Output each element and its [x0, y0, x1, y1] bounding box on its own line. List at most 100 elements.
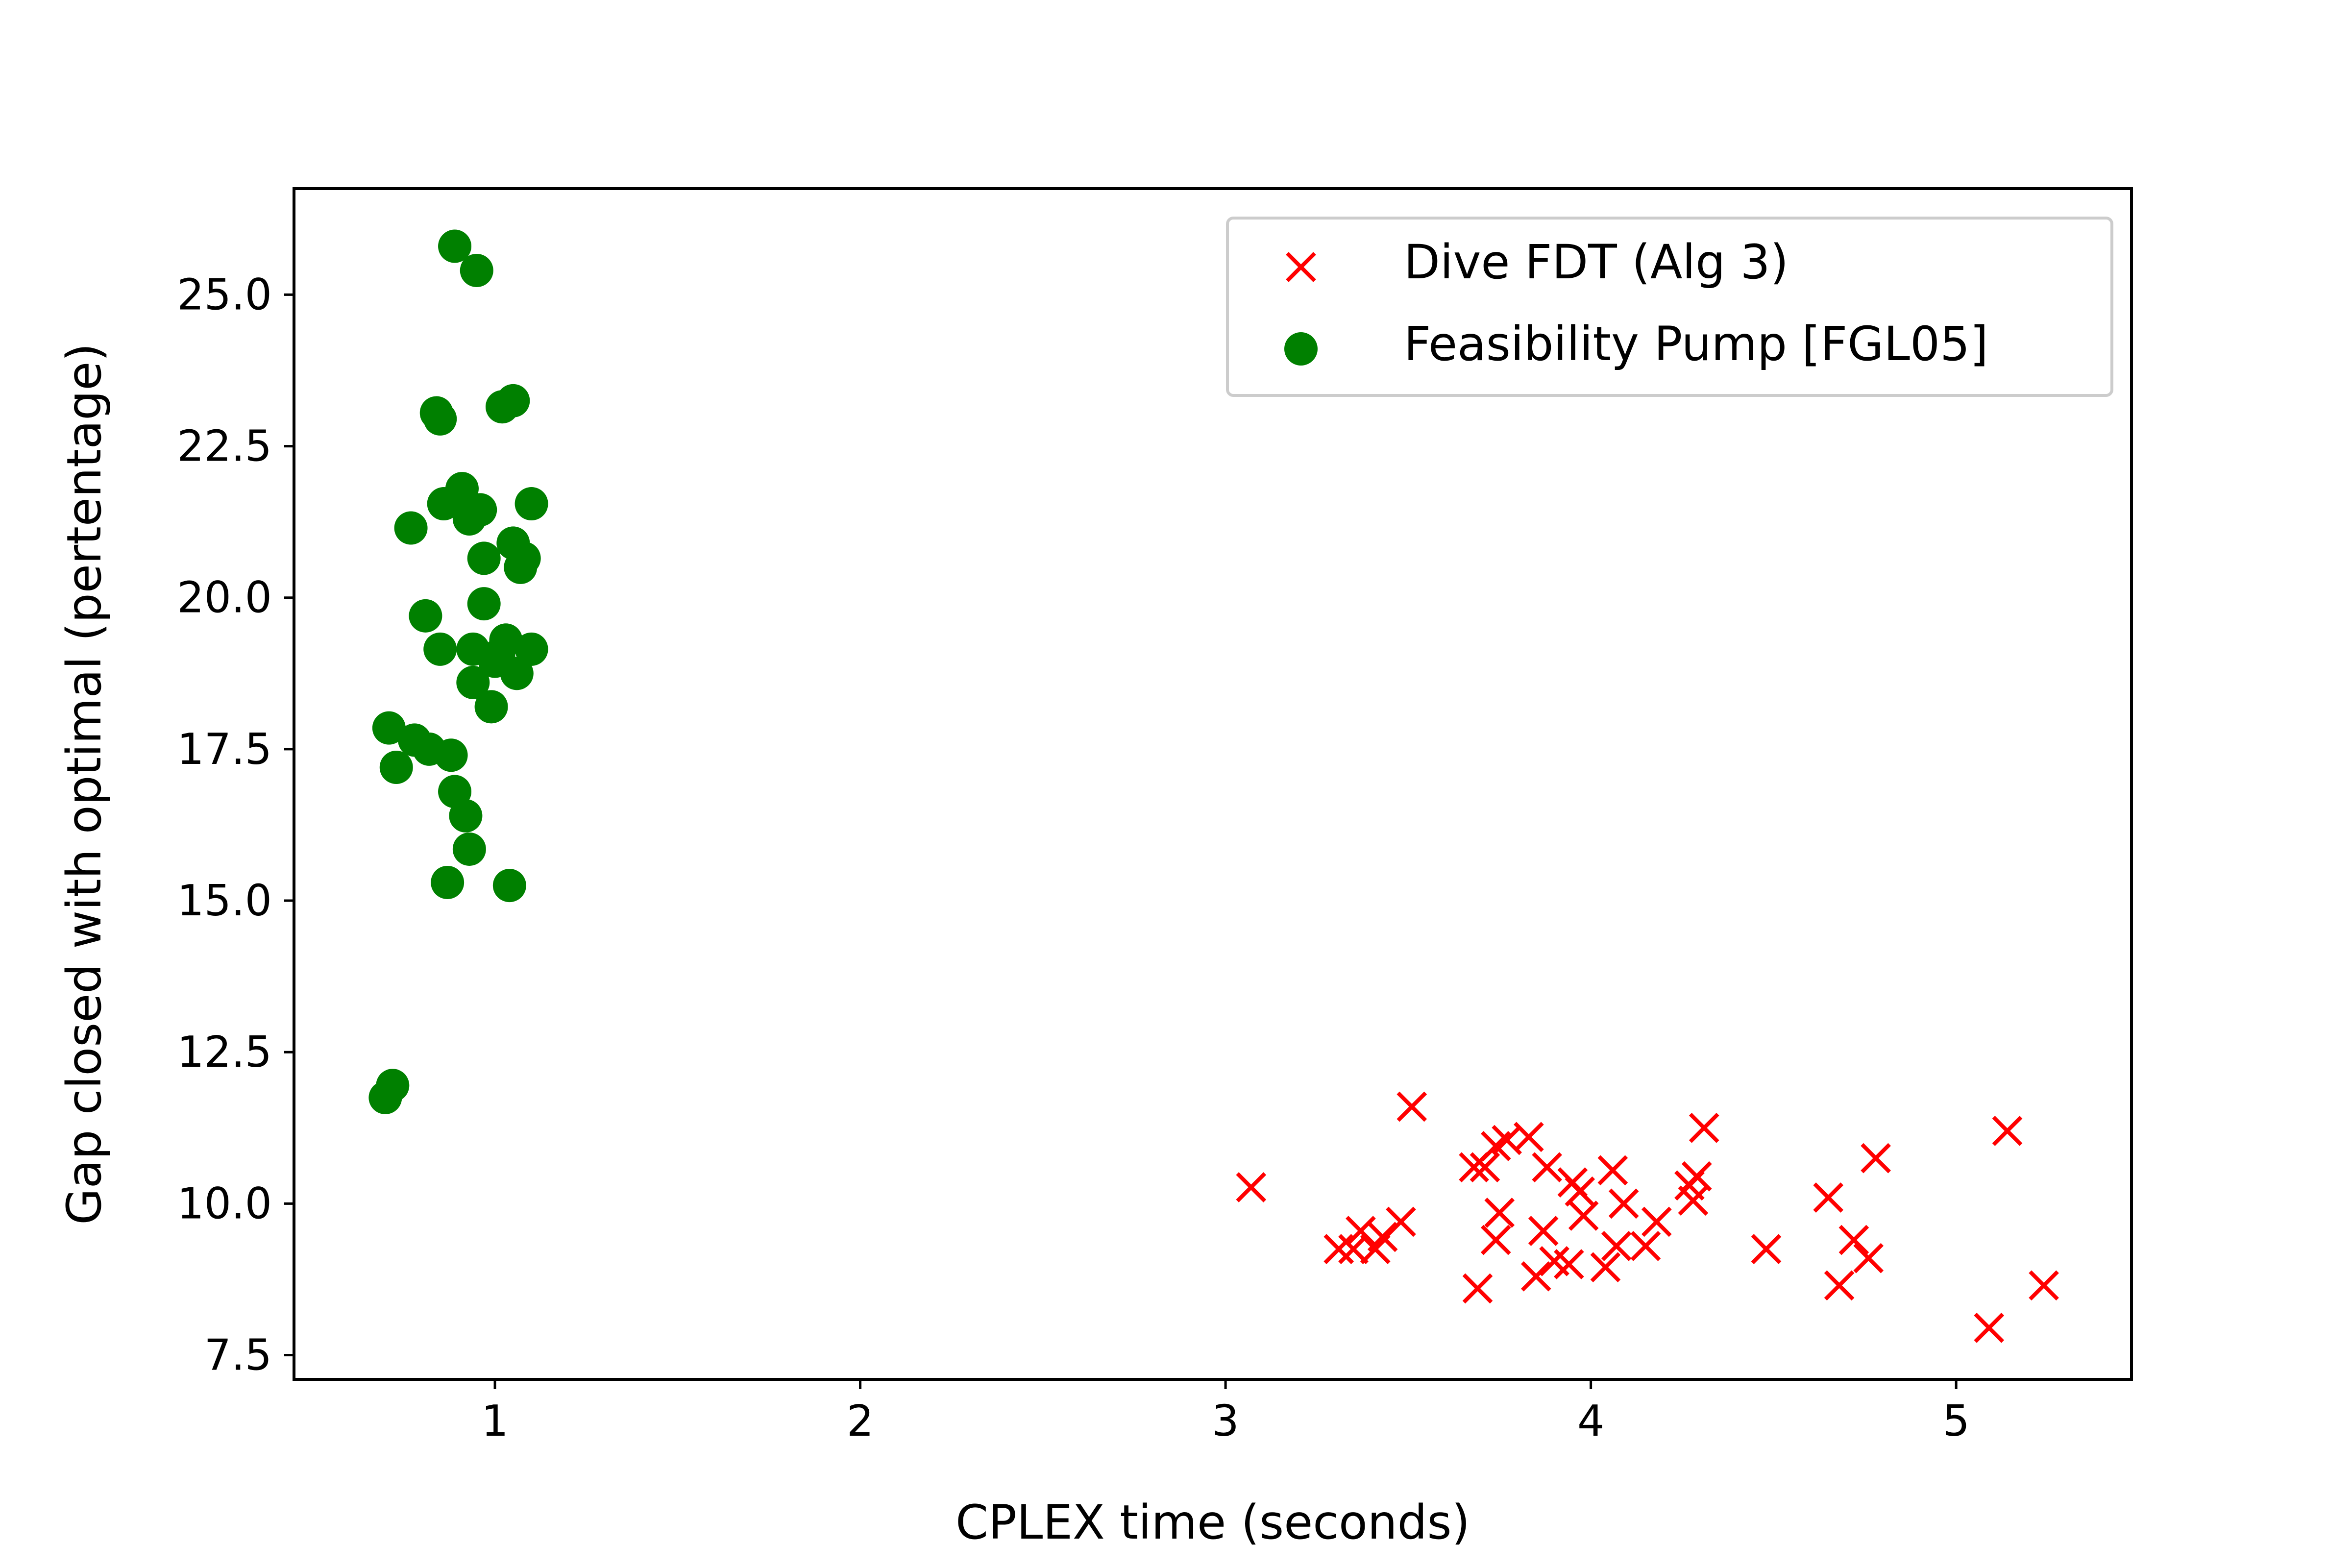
series-feasibility-pump [368, 229, 548, 1114]
data-point-x [1641, 1206, 1672, 1237]
y-tick-label: 22.5 [177, 421, 272, 471]
data-point-circle [514, 487, 548, 521]
legend-circle-icon [1284, 332, 1318, 366]
x-marker-stroke [1630, 1231, 1661, 1261]
data-point-x [1838, 1225, 1869, 1255]
x-marker-stroke [1338, 1234, 1369, 1264]
data-point-x [1462, 1273, 1493, 1304]
data-point-circle [394, 511, 428, 545]
x-marker-stroke [1528, 1216, 1559, 1246]
x-marker-stroke [1470, 1152, 1500, 1183]
data-point-x [1386, 1206, 1416, 1237]
x-marker-stroke [1367, 1222, 1398, 1252]
x-marker-stroke [1480, 1225, 1511, 1255]
x-marker-stroke [1992, 1116, 2023, 1146]
x-marker-stroke [1689, 1112, 1719, 1143]
x-marker-stroke [1236, 1172, 1267, 1202]
data-point-x [1630, 1231, 1661, 1261]
data-point-x [1338, 1234, 1369, 1264]
x-marker-stroke [1590, 1252, 1621, 1283]
x-marker-stroke [2029, 1270, 2059, 1301]
x-marker-stroke [1974, 1313, 2005, 1343]
x-marker-stroke [1565, 1176, 1595, 1207]
y-tick-label: 20.0 [177, 573, 272, 623]
x-marker-stroke [1861, 1143, 1891, 1174]
data-point-x [1565, 1176, 1595, 1207]
x-axis: 1 2 3 4 5 [481, 1379, 1970, 1446]
y-tick-label: 10.0 [177, 1178, 272, 1228]
legend-x-icon [1286, 252, 1316, 282]
data-point-x [2029, 1270, 2059, 1301]
data-marks [368, 229, 2059, 1343]
data-point-x [1520, 1261, 1551, 1292]
data-point-x [1751, 1234, 1782, 1264]
data-point-x [1532, 1152, 1562, 1183]
x-marker-stroke [1346, 1216, 1376, 1246]
x-tick-label: 5 [1942, 1396, 1969, 1446]
data-point-circle [434, 738, 468, 772]
x-marker-stroke [1608, 1188, 1639, 1219]
data-point-circle [423, 632, 457, 666]
x-marker-stroke [1641, 1206, 1672, 1237]
y-axis-label: Gap closed with optimal (pertentage) [57, 343, 112, 1225]
data-point-x [1601, 1231, 1632, 1261]
data-point-circle [492, 869, 526, 903]
data-point-x [1484, 1198, 1515, 1228]
data-point-x [1568, 1200, 1599, 1231]
x-marker-stroke [1568, 1200, 1599, 1231]
data-point-x [1689, 1112, 1719, 1143]
x-marker-stroke [1532, 1152, 1562, 1183]
data-point-x [1346, 1216, 1376, 1246]
data-point-x [1470, 1152, 1500, 1183]
y-tick-label: 12.5 [177, 1027, 272, 1077]
x-marker-stroke [1824, 1270, 1855, 1301]
data-point-x [1678, 1185, 1709, 1216]
x-marker-stroke [1492, 1125, 1522, 1155]
y-tick-label: 25.0 [177, 270, 272, 319]
legend-marker-x [1286, 252, 1316, 282]
data-point-x [1992, 1116, 2023, 1146]
x-marker-stroke [1601, 1231, 1632, 1261]
data-point-x [1367, 1222, 1398, 1252]
x-marker-stroke [1554, 1249, 1584, 1279]
x-marker-stroke [1323, 1234, 1354, 1264]
x-marker-stroke [1484, 1198, 1515, 1228]
x-marker-stroke [1838, 1225, 1869, 1255]
x-marker-stroke [1751, 1234, 1782, 1264]
x-tick-label: 1 [481, 1396, 508, 1446]
x-tick-label: 2 [847, 1396, 874, 1446]
data-point-x [1528, 1216, 1559, 1246]
x-marker-stroke [1396, 1091, 1427, 1122]
y-tick-label: 17.5 [177, 724, 272, 774]
legend-marker-circle [1284, 332, 1318, 366]
x-marker-stroke [1678, 1185, 1709, 1216]
x-axis-label: CPLEX time (seconds) [956, 1495, 1470, 1550]
data-point-x [1480, 1225, 1511, 1255]
data-point-circle [507, 541, 541, 575]
data-point-circle [474, 690, 508, 724]
data-point-circle [438, 229, 472, 263]
x-tick-label: 4 [1577, 1396, 1604, 1446]
y-tick-label: 7.5 [204, 1330, 272, 1380]
x-marker-stroke [1597, 1155, 1628, 1186]
x-marker-stroke [1514, 1122, 1544, 1152]
data-point-circle [514, 632, 548, 666]
data-point-circle [467, 587, 501, 621]
data-point-x [1813, 1182, 1844, 1213]
data-point-circle [489, 623, 523, 657]
x-marker-stroke [1853, 1243, 1884, 1274]
x-tick-label: 3 [1212, 1396, 1239, 1446]
data-point-x [1236, 1172, 1267, 1202]
data-point-circle [423, 402, 457, 436]
legend-label-dive-fdt: Dive FDT (Alg 3) [1404, 235, 1788, 290]
data-point-circle [467, 541, 501, 575]
data-point-circle [500, 657, 534, 690]
data-point-circle [431, 865, 465, 899]
data-point-circle [372, 711, 406, 745]
x-marker-stroke [1813, 1182, 1844, 1213]
x-marker-stroke [1539, 1246, 1569, 1276]
data-point-x [1514, 1122, 1544, 1152]
data-point-x [1597, 1155, 1628, 1186]
data-point-x [1824, 1270, 1855, 1301]
data-point-circle [452, 832, 486, 866]
